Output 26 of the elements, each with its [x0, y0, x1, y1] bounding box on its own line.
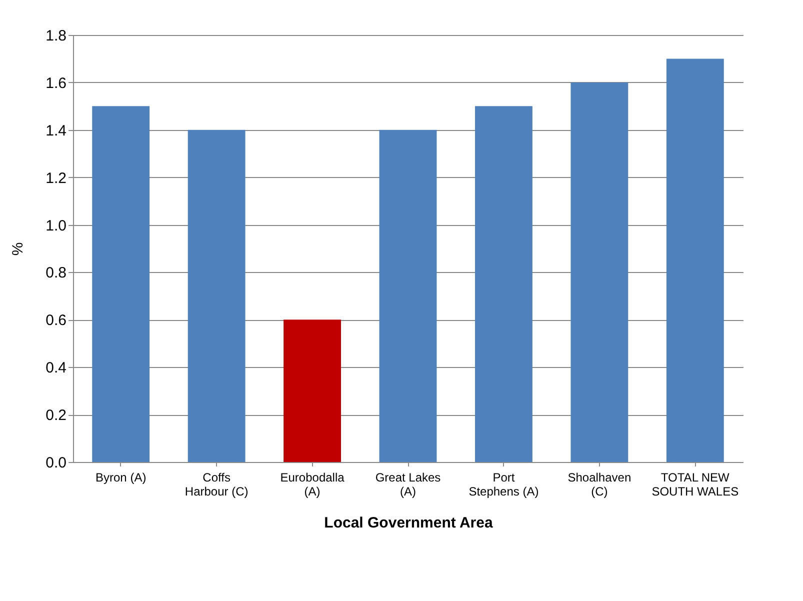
x-tick-label: Coffs Harbour (C): [184, 470, 248, 498]
y-tick-label: 1.2: [46, 170, 66, 187]
bar: [92, 106, 150, 462]
x-tick-label: Shoalhaven (C): [568, 470, 632, 498]
y-axis-title: %: [10, 242, 27, 256]
x-axis-title: Local Government Area: [324, 514, 494, 532]
bar: [475, 106, 532, 462]
x-tick-label: TOTAL NEW SOUTH WALES: [652, 470, 739, 498]
x-tick-label: Port Stephens (A): [468, 470, 539, 498]
x-tick-label: Great Lakes (A): [375, 470, 441, 498]
y-tick-label: 1.8: [46, 28, 66, 44]
y-tick-label: 1.0: [46, 217, 66, 234]
bar: [666, 58, 724, 462]
bar: [188, 130, 246, 462]
y-tick-label: 0.6: [46, 312, 66, 330]
y-tick-label: 0.8: [46, 264, 66, 282]
y-tick-label: 0.0: [46, 454, 66, 472]
y-tick-label: 0.4: [46, 360, 66, 377]
y-tick-label: 1.4: [46, 122, 66, 140]
bar: [379, 130, 437, 462]
bar: [284, 320, 341, 462]
x-tick-label: Eurobodalla (A): [280, 470, 345, 498]
y-tick-label: 1.6: [46, 74, 66, 92]
y-tick-label: 0.2: [46, 407, 66, 424]
bar: [570, 82, 628, 462]
x-tick-label: Byron (A): [96, 470, 146, 484]
